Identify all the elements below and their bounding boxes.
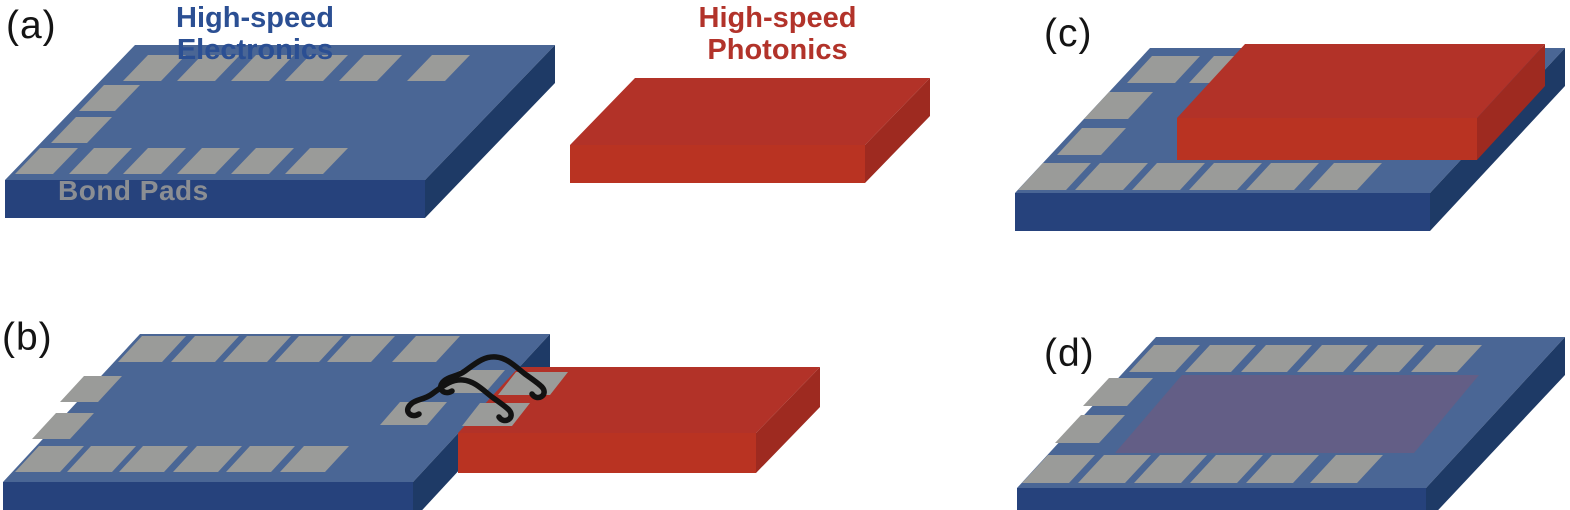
bond-pad bbox=[1057, 128, 1126, 155]
bond-pad bbox=[1310, 455, 1383, 483]
photonics-chip-side-face bbox=[1477, 44, 1545, 160]
bond-pads-d bbox=[1022, 345, 1482, 483]
bond-pad bbox=[1075, 163, 1148, 190]
bond-pad bbox=[275, 336, 343, 362]
bond-pad bbox=[15, 148, 78, 174]
bond-pad bbox=[1127, 56, 1200, 83]
bond-pad bbox=[226, 446, 295, 472]
bond-pad bbox=[285, 148, 348, 174]
bond-pad bbox=[118, 336, 186, 362]
bond-pad bbox=[1411, 345, 1482, 372]
photonics-chip-top-face bbox=[570, 78, 930, 145]
electronics-chip-side-face bbox=[1426, 337, 1565, 510]
bond-pad bbox=[119, 446, 188, 472]
electronics-chip-side-face bbox=[425, 45, 555, 218]
photonics-chip-front-face bbox=[570, 145, 865, 183]
wirebond-pad-photonics bbox=[498, 372, 568, 395]
bond-pad bbox=[51, 117, 112, 143]
bond-pad bbox=[392, 336, 460, 362]
panel-a-label: (a) bbox=[6, 4, 57, 47]
bond-pads-a bbox=[15, 55, 470, 174]
bond-pad bbox=[69, 148, 132, 174]
bond-pad bbox=[15, 446, 84, 472]
panel-d-electronics-chip bbox=[1017, 337, 1565, 510]
photonics-title: High-speed Photonics bbox=[698, 2, 857, 67]
panel-c-photonics-chip bbox=[1177, 44, 1545, 160]
bond-pad bbox=[327, 336, 395, 362]
wire-bonds bbox=[405, 354, 547, 424]
bond-pad bbox=[1190, 455, 1263, 483]
bond-pad bbox=[123, 148, 186, 174]
bond-pad bbox=[123, 55, 186, 81]
electronics-chip-top-face bbox=[3, 334, 550, 482]
bond-pad bbox=[1055, 415, 1125, 443]
bond-pad bbox=[171, 336, 239, 362]
bond-pad bbox=[231, 55, 294, 81]
photonics-chip-side-face bbox=[756, 367, 820, 473]
electronics-title: High-speed Electronics bbox=[176, 2, 334, 67]
panel-a-electronics-chip bbox=[5, 45, 555, 218]
electronics-chip-front-face bbox=[3, 482, 413, 510]
wirebond-pad-photonics bbox=[462, 403, 530, 426]
photonics-chip-top-face bbox=[1177, 44, 1545, 118]
photonics-chip-front-face bbox=[1177, 118, 1477, 160]
bond-pad bbox=[1134, 455, 1207, 483]
bond-pad bbox=[339, 55, 402, 81]
wire-bond-lower bbox=[405, 377, 514, 424]
photonics-chip-side-face bbox=[865, 78, 930, 183]
bond-pad bbox=[173, 446, 242, 472]
bond-pad bbox=[285, 55, 348, 81]
bond-pad bbox=[1246, 455, 1319, 483]
bond-pad bbox=[1018, 163, 1091, 190]
bond-pads-label: Bond Pads bbox=[58, 175, 209, 206]
wirebond-pads-photonics bbox=[462, 372, 568, 426]
panel-b-photonics-chip bbox=[458, 367, 820, 473]
electronics-chip-front-face bbox=[1017, 488, 1426, 510]
bond-pad bbox=[1083, 378, 1153, 406]
photonics-chip-front-face bbox=[458, 433, 756, 473]
electronics-chip-front-face bbox=[5, 180, 425, 218]
panel-c-label: (c) bbox=[1044, 12, 1093, 55]
bond-pad bbox=[1132, 163, 1205, 190]
bond-pad bbox=[407, 55, 470, 81]
bond-pad bbox=[67, 446, 136, 472]
bond-pad bbox=[280, 446, 349, 472]
bond-pad bbox=[1084, 92, 1153, 119]
bond-pad bbox=[1078, 455, 1151, 483]
bond-pad bbox=[1189, 163, 1262, 190]
electronics-chip-front-face bbox=[1015, 193, 1430, 231]
bond-pad bbox=[1353, 345, 1424, 372]
panel-a-photonics-chip bbox=[570, 78, 930, 183]
bond-pad bbox=[1297, 345, 1368, 372]
bond-pad bbox=[177, 55, 240, 81]
bond-pad bbox=[223, 336, 291, 362]
bond-pad bbox=[231, 148, 294, 174]
bond-pad bbox=[79, 85, 140, 111]
bond-pad bbox=[60, 376, 122, 402]
bond-pad bbox=[1022, 455, 1095, 483]
embedded-photonics-region bbox=[1115, 375, 1479, 453]
bond-pad bbox=[32, 413, 94, 439]
bond-pad bbox=[1241, 345, 1312, 372]
bond-pad bbox=[1309, 163, 1382, 190]
bond-pad bbox=[1129, 345, 1200, 372]
bond-pad bbox=[177, 148, 240, 174]
panel-d-label: (d) bbox=[1044, 332, 1095, 375]
bond-pad bbox=[1246, 163, 1319, 190]
bond-pad bbox=[1185, 345, 1256, 372]
wire-bond-upper bbox=[438, 354, 547, 401]
panel-b-label: (b) bbox=[2, 316, 53, 359]
